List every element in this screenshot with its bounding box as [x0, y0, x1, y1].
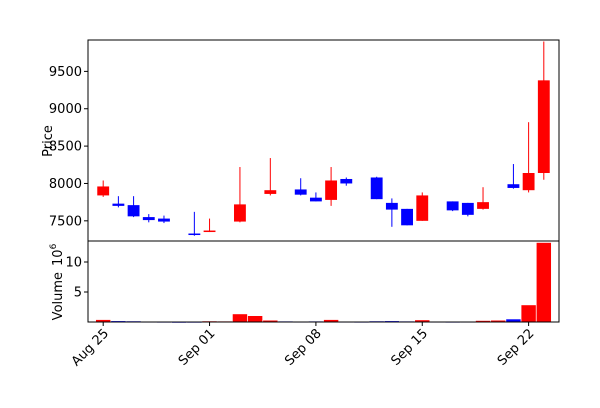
volume-scale-base: 10	[51, 249, 66, 266]
price-y-axis-label: Price	[41, 125, 56, 157]
candle-2023-09-03	[234, 167, 246, 223]
x-tick-label: Sep 01	[176, 326, 219, 369]
volume-bar-2023-09-05	[263, 320, 278, 322]
candle-2023-08-29	[158, 215, 170, 224]
candle-body	[522, 173, 535, 191]
volume-bar-2023-08-25	[95, 319, 111, 322]
candle-2023-09-15	[416, 192, 429, 221]
volume-y-tick-label: 10	[65, 256, 82, 271]
candle-body	[416, 195, 429, 221]
candle-2023-09-10	[340, 177, 353, 186]
price-y-tick-label: 8000	[49, 177, 82, 192]
candle-2023-09-23	[537, 41, 550, 180]
volume-bar-2023-09-04	[247, 316, 263, 322]
volume-plot-frame	[87, 240, 560, 323]
x-tick-label: Sep 22	[495, 326, 538, 369]
candle-body	[401, 208, 413, 226]
volume-bar-2023-09-03	[232, 314, 248, 322]
candle-2023-09-07	[294, 178, 307, 196]
candle-2023-09-14	[401, 208, 413, 226]
candle-2023-09-18	[461, 202, 474, 217]
candle-2023-09-19	[477, 187, 489, 210]
candle-body	[97, 186, 110, 196]
candle-body	[507, 184, 520, 188]
volume-bar-2023-09-21	[506, 319, 521, 322]
candle-2023-09-09	[325, 167, 338, 206]
x-tick-label: Sep 15	[389, 326, 432, 369]
candle-body	[537, 80, 550, 174]
candle-body	[477, 202, 489, 209]
candle-2023-08-26	[112, 196, 125, 208]
x-tick-label: Sep 08	[282, 326, 325, 369]
candle-body	[461, 202, 474, 215]
candle-2023-09-13	[385, 198, 398, 227]
candle-2023-09-17	[446, 201, 459, 212]
candle-body	[309, 197, 322, 202]
price-y-tick-label: 7500	[49, 214, 82, 229]
candle-body	[446, 201, 459, 211]
volume-bar-2023-09-22	[521, 305, 536, 322]
candle-2023-09-22	[522, 122, 535, 193]
candle-body	[112, 203, 125, 206]
volume-bar-2023-09-09	[323, 319, 339, 322]
volume-scale-exponent: 6	[49, 243, 59, 249]
candle-2023-09-05	[264, 158, 277, 196]
candle-body	[294, 189, 307, 195]
candle-2023-08-25	[97, 180, 110, 197]
price-y-ticks: 7500 8000 8500 9000 9500	[49, 65, 88, 229]
candle-2023-09-01	[203, 218, 216, 233]
volume-y-axis-label: Volume 106	[49, 243, 66, 320]
volume-x-ticks: Aug 25 Sep 01 Sep 08 Sep 15 Sep 22	[69, 322, 538, 369]
candle-2023-08-27	[127, 196, 140, 218]
price-plot-frame	[87, 39, 560, 242]
volume-bar-2023-09-15	[415, 320, 430, 322]
volume-bar-2023-09-23	[536, 242, 552, 322]
price-y-tick-label: 9500	[49, 65, 82, 80]
price-panel: 7500 8000 8500 9000 9500 Price	[41, 39, 560, 242]
volume-bar-2023-09-19	[475, 320, 491, 322]
candle-body	[188, 233, 201, 236]
volume-y-ticks: 5 10	[65, 256, 88, 301]
volume-panel: 510 Volume106 Aug 25 Sep 01 Sep 08 Sep 15 Se…	[49, 240, 560, 369]
volume-y-tick-label: 5	[74, 286, 82, 301]
candle-body	[264, 190, 277, 194]
candle-2023-09-21	[507, 164, 520, 189]
volume-bars	[95, 242, 552, 323]
candle-body	[142, 217, 155, 221]
candle-2023-08-28	[142, 214, 155, 223]
candle-body	[370, 177, 383, 200]
candle-body	[203, 230, 216, 233]
candle-body	[325, 180, 338, 200]
x-tick-label: Aug 25	[69, 326, 112, 369]
candle-2023-09-08	[309, 192, 322, 202]
volume-y-axis-label-text: Volume	[51, 272, 66, 320]
candle-body	[385, 202, 398, 210]
price-y-tick-label: 8500	[49, 140, 82, 155]
candle-2023-08-31	[188, 211, 201, 236]
price-y-tick-label: 9000	[49, 102, 82, 117]
candle-body	[158, 218, 170, 222]
price-candles	[97, 41, 550, 236]
candle-body	[127, 205, 140, 217]
volume-bar-2023-09-20	[491, 320, 506, 322]
candle-2023-09-12	[370, 176, 383, 200]
candle-body	[234, 204, 246, 222]
candle-body	[340, 178, 353, 184]
